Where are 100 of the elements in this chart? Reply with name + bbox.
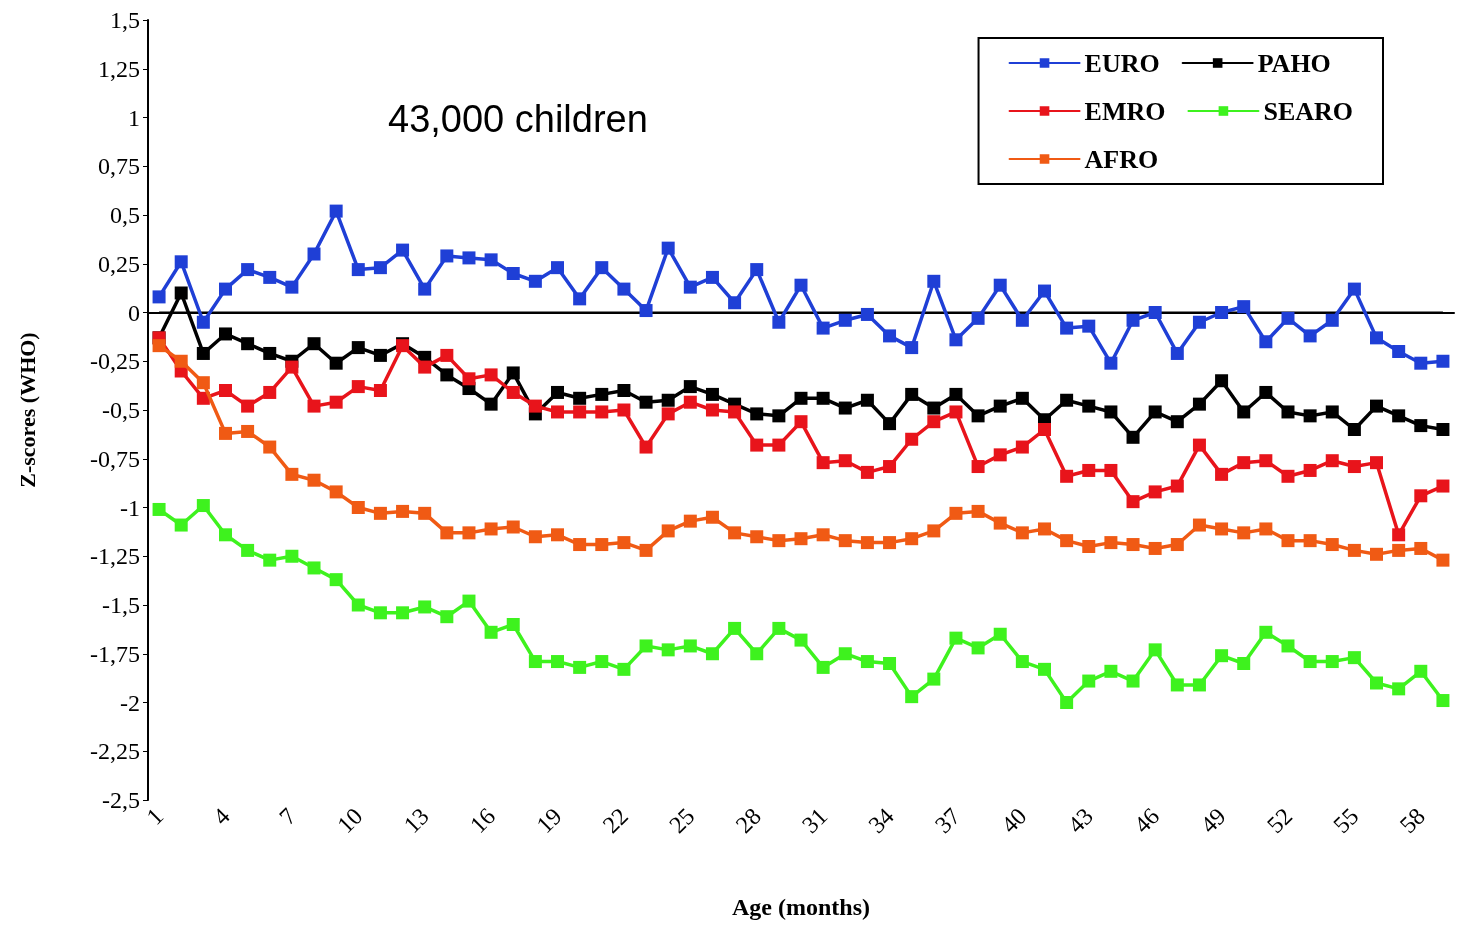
point — [152, 502, 166, 516]
legend-label: AFRO — [1084, 144, 1159, 174]
point — [1392, 543, 1406, 557]
point — [1281, 639, 1295, 653]
point — [1303, 655, 1317, 669]
point — [484, 625, 498, 639]
point — [838, 534, 852, 548]
point — [683, 514, 697, 528]
point — [750, 407, 764, 421]
point — [905, 341, 919, 355]
point — [351, 341, 365, 355]
point — [993, 516, 1007, 530]
point — [728, 526, 742, 540]
point — [1104, 664, 1118, 678]
point — [905, 690, 919, 704]
point — [661, 393, 675, 407]
point — [1060, 534, 1074, 548]
y-tick-label: -0,5 — [102, 397, 140, 423]
point — [418, 282, 432, 296]
point — [551, 655, 565, 669]
point — [1082, 463, 1096, 477]
point — [440, 348, 454, 362]
x-tick-label: 4 — [207, 802, 235, 830]
x-tick-label: 40 — [996, 802, 1032, 839]
point — [218, 384, 232, 397]
y-tick-label: 0,5 — [110, 202, 140, 228]
point — [329, 485, 343, 499]
point — [794, 278, 808, 292]
point — [462, 251, 476, 265]
point — [617, 403, 631, 417]
point — [1126, 430, 1140, 444]
point — [263, 346, 277, 360]
point — [528, 530, 542, 544]
point — [683, 639, 697, 653]
point — [1148, 643, 1162, 657]
point — [351, 263, 365, 277]
point — [905, 532, 919, 546]
x-tick-label: 49 — [1195, 802, 1231, 839]
point — [1370, 331, 1384, 345]
point — [307, 473, 321, 487]
point — [373, 506, 387, 520]
point — [285, 549, 299, 563]
point — [396, 243, 410, 257]
point — [1414, 541, 1428, 555]
point — [1126, 495, 1140, 509]
x-tick-label: 37 — [929, 802, 966, 839]
point — [949, 631, 963, 645]
point — [1259, 385, 1273, 399]
point — [1281, 405, 1295, 419]
x-tick-label: 52 — [1261, 802, 1298, 839]
point — [728, 621, 742, 635]
point — [838, 454, 852, 468]
point — [174, 255, 188, 269]
point — [1104, 405, 1118, 419]
point — [462, 594, 476, 608]
y-tick-label: -2,25 — [90, 738, 140, 765]
point — [373, 384, 387, 397]
point — [1237, 405, 1251, 419]
point — [1347, 423, 1361, 436]
point — [1392, 528, 1406, 542]
point — [1414, 489, 1428, 503]
point — [1370, 676, 1384, 690]
point — [1015, 313, 1029, 327]
point — [440, 610, 454, 624]
point — [1082, 319, 1096, 333]
point — [1347, 460, 1361, 474]
point — [772, 409, 786, 423]
point — [351, 380, 365, 394]
point — [905, 432, 919, 446]
point — [639, 395, 653, 409]
point — [595, 261, 609, 275]
point — [595, 387, 609, 401]
legend-label: EMRO — [1084, 96, 1166, 126]
point — [218, 282, 232, 296]
point — [440, 368, 454, 382]
point — [705, 510, 719, 524]
point — [329, 204, 343, 218]
point — [728, 296, 742, 310]
x-tick-label: 16 — [464, 802, 501, 839]
y-tick-label: 1,5 — [110, 7, 140, 33]
point — [927, 415, 941, 429]
point — [639, 639, 653, 653]
point — [506, 267, 520, 280]
point — [750, 263, 764, 277]
point — [927, 524, 941, 538]
y-tick-label: -1,25 — [90, 543, 140, 570]
point — [152, 339, 166, 353]
point — [373, 261, 387, 275]
point — [728, 405, 742, 419]
legend-label: EURO — [1084, 48, 1160, 78]
point — [1347, 543, 1361, 557]
y-tick-label: 1 — [128, 104, 140, 131]
point — [1392, 682, 1406, 696]
point — [1104, 463, 1118, 477]
point — [373, 348, 387, 362]
y-tick-label: -0,25 — [90, 348, 140, 375]
point — [993, 278, 1007, 292]
point — [551, 528, 565, 542]
point — [838, 647, 852, 661]
point — [1436, 354, 1450, 368]
